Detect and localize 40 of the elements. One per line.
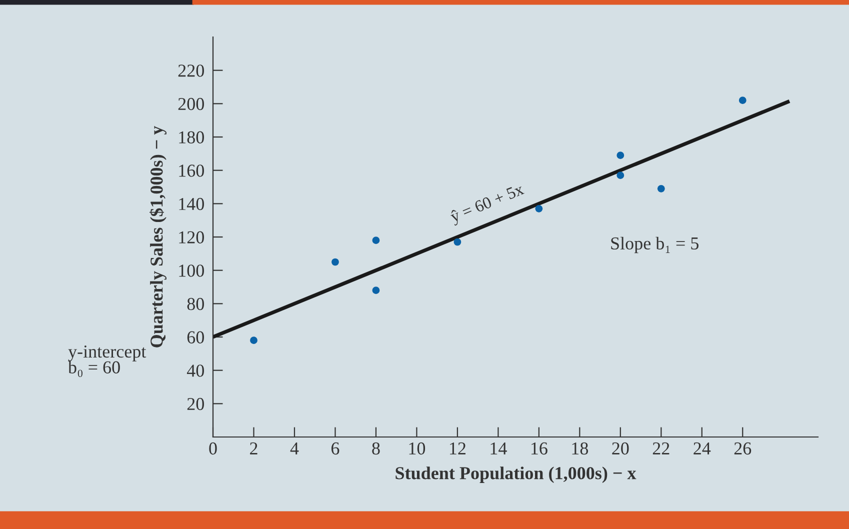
x-tick-label: 12 [450,442,466,454]
y-tick-label: 180 [179,131,204,144]
x-tick-label: 18 [572,442,588,455]
point [738,96,746,104]
x-tick-label: 2 [250,442,258,454]
y-tick-label: 200 [178,98,204,110]
x-tick-label: 16 [531,442,548,455]
y-tick-label: 60 [187,331,204,344]
x-tick-label: 6 [331,442,340,455]
x-tick-label: 26 [734,442,752,455]
point [616,172,624,180]
point [616,152,624,160]
y-tick-label: 100 [179,264,204,277]
x-tick-label: 14 [490,442,507,454]
point [454,238,462,246]
x-tick-label: 22 [652,442,670,454]
x-tick-label: 4 [290,442,299,454]
point [372,236,380,244]
point [535,204,543,212]
x-tick-label: 24 [694,442,711,454]
x-tick-label: 20 [612,442,629,455]
y-tick-label: 20 [187,398,204,410]
point [372,286,380,294]
point [250,336,258,344]
y-tick-label: 120 [179,231,204,244]
text: y-intercept b₀ = 60 [68,346,146,378]
y-axis-title: Quarterly Sales ($1,000s) − y [150,126,166,348]
y-tick-label: 140 [179,198,204,210]
y-tick-label: 80 [187,298,204,310]
annotation: ŷ = 60 + 5x [449,182,526,226]
y-tick-label: 220 [178,64,204,77]
point [332,258,339,266]
x-axis-title: Student Population (1,000s) − x [396,466,636,483]
x-tick-label: 8 [372,442,380,455]
y-tick-label: 40 [186,364,204,377]
y-tick-label: 160 [179,164,204,177]
x-tick-label: 10 [409,442,426,455]
x-tick-label: 0 [209,442,217,455]
annotation: Slope b₁ = 5 [611,236,698,254]
point [657,184,665,192]
